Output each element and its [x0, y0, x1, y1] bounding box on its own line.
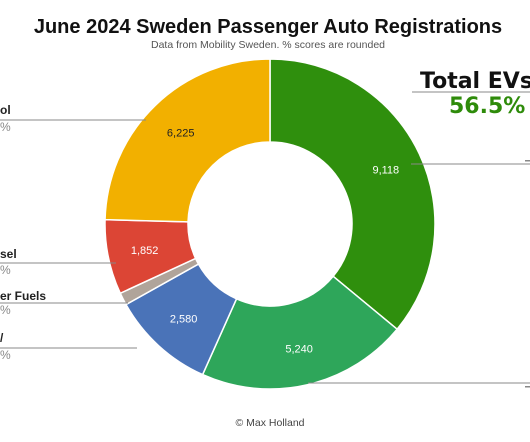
side-pct-hybrid: % [0, 348, 11, 362]
slice-value-label: 2,580 [170, 313, 198, 325]
slice-group [104, 58, 436, 390]
slice-value-label: 9,118 [372, 165, 399, 177]
left-leader-lines [0, 119, 146, 349]
slice-value-label: 5,240 [285, 344, 313, 356]
donut-slice [269, 58, 436, 331]
side-pct-petrol: % [0, 120, 11, 134]
chart-title: June 2024 Sweden Passenger Auto Registra… [34, 16, 502, 38]
leader-tick-phev [525, 386, 530, 388]
donut-slice [104, 58, 271, 223]
slice-value-label: 6,225 [167, 127, 195, 139]
copyright-footer: © Max Holland [235, 417, 304, 429]
side-label-other-fuels: er Fuels [0, 289, 46, 303]
right-leader-markers [525, 160, 530, 388]
side-pct-diesel: % [0, 263, 11, 277]
slice-value-label: 1,852 [131, 245, 159, 257]
side-label-hybrid: / [0, 331, 4, 345]
chart-subtitle: Data from Mobility Sweden. % scores are … [151, 39, 385, 51]
side-label-petrol: ol [0, 103, 11, 117]
total-evs-label: Total EVs [420, 69, 530, 94]
total-evs-callout: Total EVs 56.5% [412, 69, 530, 119]
slice-label-group: 9,118 5,240 2,580 1,852 6,225 [131, 127, 399, 355]
side-pct-other-fuels: % [0, 303, 11, 317]
total-evs-value: 56.5% [449, 94, 525, 119]
donut-slice [201, 275, 399, 390]
right-leader-lines [308, 163, 530, 384]
leader-tick-bev [525, 160, 530, 162]
side-label-diesel: sel [0, 247, 17, 261]
